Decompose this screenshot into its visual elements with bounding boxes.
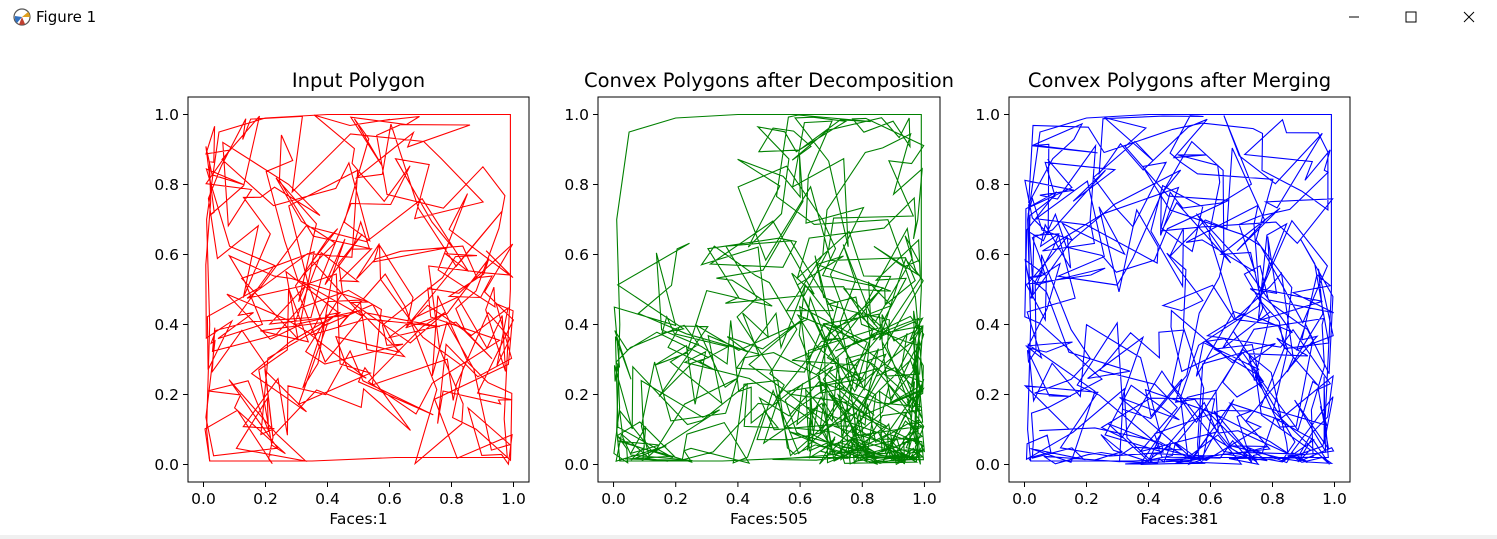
x-axis-label: Faces:1 [329,510,387,528]
x-tick-label: 0.8 [439,490,464,508]
axes-1: Input Polygon 0.0 0.0 0.2 0.2 0.4 0.4 0.6 0.6 0.8… [154,69,530,528]
x-tick-label: 0.4 [726,490,751,508]
x-tick-label: 0.0 [601,490,626,508]
x-tick-label: 0.8 [850,490,875,508]
maximize-icon [1405,11,1417,22]
y-tick-label: 0.0 [975,456,1000,474]
window-title: Figure 1 [36,8,97,26]
polygon-outline [204,114,515,466]
close-icon [1463,11,1475,22]
axes-3: Convex Polygons after Merging 0.0 0.0 0.2 0.… [975,69,1351,528]
x-tick-label: 0.8 [1260,490,1285,508]
x-tick-label: 0.6 [1198,490,1223,508]
polygon-boundary [1027,113,1332,462]
y-tick-label: 0.4 [975,316,1000,334]
y-tick-label: 0.6 [154,246,179,264]
y-tick-label: 0.4 [154,316,179,334]
axes-frame [187,96,530,483]
axes-frame [597,96,941,483]
x-axis-label: Faces:505 [730,510,808,528]
polygon-outline [613,114,925,466]
matplotlib-figure-icon [12,7,32,27]
polygon-edges [613,113,925,466]
polygon-outline [1023,115,1335,466]
axes-2: Convex Polygons after Decomposition 0.0 0.… [564,69,954,528]
x-tick-label: 1.0 [912,490,937,508]
y-tick-label: 1.0 [154,106,179,124]
y-tick-label: 0.0 [154,456,179,474]
x-tick-label: 0.4 [1136,490,1161,508]
y-tick-label: 0.2 [564,386,589,404]
y-tick-label: 0.8 [154,176,179,194]
x-axis-label: Faces:381 [1141,510,1219,528]
x-tick-label: 0.2 [663,490,688,508]
polygon-boundary [616,113,922,462]
window-bottom-border [0,535,1497,539]
close-button[interactable] [1441,0,1497,33]
polygon-boundary [206,113,511,462]
axes-title: Convex Polygons after Merging [1028,69,1331,92]
y-tick-label: 1.0 [564,106,589,124]
x-tick-label: 1.0 [1322,490,1347,508]
y-tick-label: 0.8 [975,176,1000,194]
y-tick-label: 0.6 [564,246,589,264]
minimize-icon [1349,16,1359,17]
y-tick-label: 0.2 [154,386,179,404]
y-tick-label: 0.8 [564,176,589,194]
axes-title: Input Polygon [292,69,425,92]
window-titlebar: Figure 1 [0,0,1497,33]
y-tick-label: 0.0 [564,456,589,474]
y-tick-label: 1.0 [975,106,1000,124]
x-tick-label: 0.0 [1012,490,1037,508]
polygon-edges [204,113,515,466]
x-tick-label: 0.4 [315,490,340,508]
x-tick-label: 0.2 [1074,490,1099,508]
x-tick-label: 0.6 [788,490,813,508]
axes-title: Convex Polygons after Decomposition [584,69,954,92]
y-tick-label: 0.6 [975,246,1000,264]
x-tick-label: 0.0 [191,490,216,508]
figure-canvas: Input Polygon 0.0 0.0 0.2 0.2 0.4 0.4 0.6 0.6 0.8… [154,69,1351,528]
minimize-button[interactable] [1326,0,1382,33]
maximize-button[interactable] [1383,0,1439,33]
polygon-edges [1023,113,1335,466]
x-tick-label: 1.0 [501,490,526,508]
y-tick-label: 0.2 [975,386,1000,404]
x-tick-label: 0.2 [253,490,278,508]
axes-frame [1008,96,1351,483]
x-tick-label: 0.6 [377,490,402,508]
y-tick-label: 0.4 [564,316,589,334]
